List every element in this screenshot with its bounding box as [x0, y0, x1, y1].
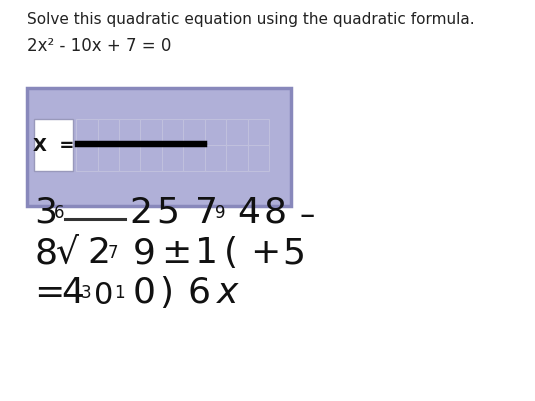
- Text: 2x² - 10x + 7 = 0: 2x² - 10x + 7 = 0: [27, 37, 171, 55]
- Text: 7: 7: [108, 243, 118, 261]
- Text: ): ): [159, 275, 173, 309]
- Bar: [34, 120, 73, 172]
- Text: 2: 2: [88, 235, 111, 269]
- Bar: [141, 120, 162, 146]
- Text: 2: 2: [130, 196, 153, 229]
- Text: 1: 1: [195, 235, 218, 269]
- Text: x: x: [217, 275, 238, 309]
- Bar: [97, 146, 119, 172]
- Text: 1: 1: [113, 283, 124, 301]
- Bar: [97, 120, 119, 146]
- Text: 0: 0: [94, 280, 113, 309]
- Text: 3: 3: [34, 196, 57, 229]
- Text: 4: 4: [237, 196, 260, 229]
- Text: 8: 8: [34, 235, 57, 269]
- Bar: [162, 146, 184, 172]
- Bar: [162, 120, 184, 146]
- Bar: [76, 120, 97, 146]
- Text: –: –: [300, 200, 315, 229]
- Text: =: =: [34, 275, 64, 309]
- Text: X  =: X =: [33, 137, 74, 155]
- Text: 7: 7: [195, 196, 218, 229]
- Text: 9: 9: [133, 235, 155, 269]
- Text: 6: 6: [188, 275, 211, 309]
- Text: 0: 0: [133, 275, 156, 309]
- Bar: [226, 146, 248, 172]
- Bar: [205, 120, 226, 146]
- Bar: [184, 120, 205, 146]
- Bar: [205, 146, 226, 172]
- Text: 9: 9: [215, 203, 225, 221]
- Bar: [76, 146, 97, 172]
- Text: 3: 3: [81, 283, 91, 301]
- Text: 5: 5: [282, 235, 305, 269]
- Bar: [248, 120, 269, 146]
- Bar: [184, 146, 205, 172]
- Text: √: √: [56, 235, 79, 269]
- Text: 5: 5: [157, 196, 180, 229]
- Text: (: (: [224, 235, 238, 269]
- Bar: [119, 146, 141, 172]
- Bar: [27, 89, 291, 207]
- Bar: [141, 146, 162, 172]
- Bar: [226, 120, 248, 146]
- Bar: [248, 146, 269, 172]
- Text: 4: 4: [61, 275, 84, 309]
- Text: Solve this quadratic equation using the quadratic formula.: Solve this quadratic equation using the …: [27, 12, 475, 27]
- Bar: [119, 120, 141, 146]
- Text: 6: 6: [54, 203, 64, 221]
- Text: ±: ±: [161, 235, 192, 269]
- Text: +: +: [250, 235, 281, 269]
- Text: 8: 8: [264, 196, 287, 229]
